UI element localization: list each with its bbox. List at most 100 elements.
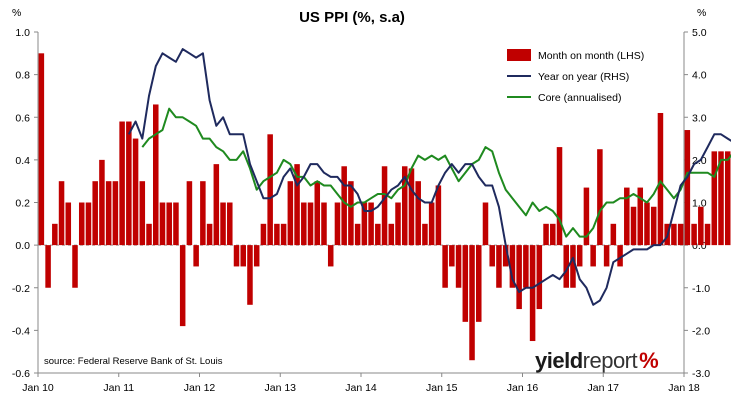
- right-tick-label: 5.0: [692, 27, 707, 39]
- bar-mom: [401, 166, 408, 246]
- bar-mom: [556, 147, 563, 246]
- left-tick-label: -0.6: [12, 368, 30, 380]
- left-tick-label: 0.6: [15, 112, 30, 124]
- bar-mom: [529, 245, 536, 342]
- bar-mom: [314, 181, 321, 246]
- bar-mom: [321, 202, 327, 246]
- bar-mom: [341, 166, 347, 246]
- bar-mom: [112, 181, 119, 246]
- bar-mom: [502, 245, 509, 267]
- bar-mom: [139, 181, 146, 246]
- bar-mom: [428, 202, 435, 246]
- bar-mom: [233, 245, 240, 267]
- x-tick-label: Jan 18: [668, 382, 700, 394]
- bar-mom: [45, 245, 51, 288]
- bar-mom: [247, 245, 253, 305]
- bar-mom: [381, 166, 388, 246]
- bar-mom: [85, 202, 92, 246]
- bar-mom: [206, 223, 213, 246]
- bar-mom: [179, 245, 186, 327]
- x-tick-label: Jan 10: [22, 382, 54, 394]
- bar-mom: [630, 206, 637, 246]
- bar-mom: [193, 245, 199, 267]
- bar-mom: [543, 223, 549, 246]
- bar-mom: [462, 245, 469, 322]
- bar-mom: [260, 223, 267, 246]
- x-tick-label: Jan 11: [103, 382, 134, 394]
- left-tick-label: 0.4: [15, 155, 30, 167]
- bar-mom: [58, 181, 65, 246]
- bar-mom: [213, 164, 220, 246]
- bar-mom: [576, 245, 583, 267]
- bar-mom: [415, 181, 421, 246]
- left-tick-label: 0.2: [15, 198, 30, 210]
- bar-mom: [724, 151, 731, 246]
- x-tick-label: Jan 17: [587, 382, 619, 394]
- bar-mom: [220, 202, 226, 246]
- bar-mom: [449, 245, 455, 267]
- left-tick-label: -0.2: [12, 283, 30, 295]
- bar-mom: [597, 149, 603, 246]
- bar-mom: [92, 181, 98, 246]
- bar-mom: [455, 245, 462, 288]
- legend-label-mom: Month on month (LHS): [538, 50, 644, 62]
- bar-mom: [671, 223, 677, 246]
- bar-mom: [153, 104, 159, 246]
- bar-mom: [550, 223, 556, 246]
- bar-mom: [105, 181, 112, 246]
- bar-mom: [361, 202, 368, 246]
- bar-mom: [38, 53, 45, 246]
- line-yoy: [127, 48, 731, 306]
- left-tick-label: -0.4: [12, 325, 30, 337]
- bar-mom: [354, 223, 361, 246]
- bar-mom: [65, 202, 72, 246]
- plot-area: 1.00.80.60.40.20.0-0.2-0.4-0.65.04.03.02…: [12, 27, 731, 394]
- bar-mom: [159, 202, 166, 246]
- bar-mom: [52, 223, 58, 246]
- bar-mom: [489, 245, 495, 267]
- x-tick-label: Jan 12: [184, 382, 216, 394]
- bar-mom: [119, 121, 125, 246]
- bar-mom: [657, 112, 664, 246]
- bar-mom: [516, 245, 522, 310]
- bar-mom: [644, 202, 650, 246]
- bar-mom: [610, 223, 617, 246]
- bar-mom: [469, 245, 475, 361]
- bar-mom: [227, 202, 233, 246]
- bar-mom: [368, 202, 374, 246]
- bar-mom: [375, 223, 381, 246]
- bar-mom: [677, 223, 684, 246]
- bar-mom: [294, 164, 300, 246]
- bar-mom: [711, 151, 718, 246]
- bar-mom: [435, 185, 442, 246]
- left-tick-label: 0.0: [15, 240, 30, 252]
- bar-mom: [718, 151, 724, 246]
- legend-label-core: Core (annualised): [538, 92, 621, 104]
- x-tick-label: Jan 16: [507, 382, 539, 394]
- bar-mom: [583, 187, 590, 246]
- right-tick-label: 3.0: [692, 112, 707, 124]
- bar-mom: [536, 245, 543, 310]
- bar-mom: [496, 245, 502, 288]
- bar-mom: [240, 245, 246, 267]
- bar-mom: [476, 245, 482, 322]
- legend: Month on month (LHS) Year on year (RHS) …: [507, 49, 644, 104]
- bar-mom: [99, 159, 105, 246]
- bar-mom: [482, 202, 489, 246]
- bar-mom: [267, 134, 273, 246]
- right-axis-unit-label: %: [697, 7, 706, 19]
- bar-mom: [166, 202, 172, 246]
- bar-mom: [253, 245, 260, 267]
- bar-mom: [280, 223, 287, 246]
- x-tick-label: Jan 13: [264, 382, 296, 394]
- right-tick-label: -1.0: [692, 283, 710, 295]
- left-tick-label: 0.8: [15, 70, 30, 82]
- right-tick-label: 1.0: [692, 198, 707, 210]
- legend-swatch-mom: [507, 49, 531, 61]
- bar-mom: [637, 187, 644, 246]
- bar-mom: [126, 121, 132, 246]
- right-tick-label: -2.0: [692, 325, 710, 337]
- bar-mom: [624, 187, 630, 246]
- x-tick-label: Jan 14: [345, 382, 377, 394]
- bar-mom: [146, 223, 152, 246]
